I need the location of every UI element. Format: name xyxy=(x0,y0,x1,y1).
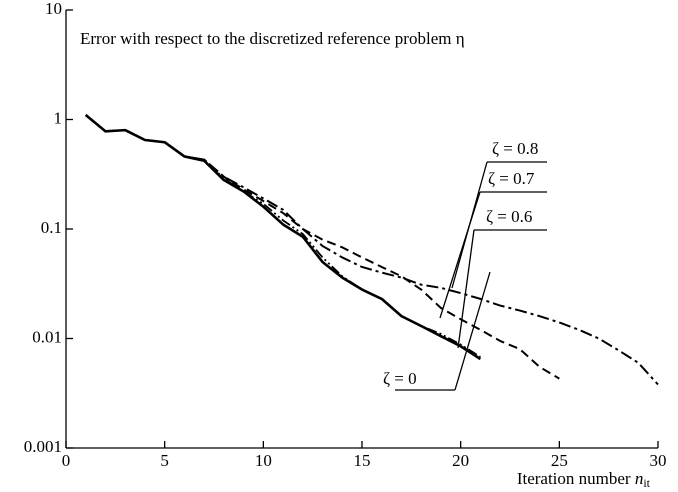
x-label-sub: it xyxy=(643,476,650,490)
x-label-var: n xyxy=(635,469,644,488)
y-tick-label: 0.1 xyxy=(41,218,62,237)
label-leader xyxy=(454,271,491,391)
series-line xyxy=(85,114,481,358)
y-tick-label: 10 xyxy=(45,0,62,18)
x-tick-label: 0 xyxy=(62,451,71,470)
x-tick-label: 10 xyxy=(255,451,272,470)
y-tick-label: 0.001 xyxy=(24,437,62,456)
series-label: ζ = 0.7 xyxy=(488,169,535,188)
y-tick-label: 0.01 xyxy=(32,327,62,346)
series-line xyxy=(85,114,659,386)
annotation: Error with respect to the discretized re… xyxy=(80,29,465,48)
series-label: ζ = 0.6 xyxy=(486,207,532,226)
label-leader xyxy=(457,229,475,349)
x-tick-label: 5 xyxy=(160,451,169,470)
series-line xyxy=(84,113,482,361)
x-tick-label: 15 xyxy=(354,451,371,470)
x-tick-label: 30 xyxy=(650,451,667,470)
series-label: ζ = 0.8 xyxy=(492,139,538,158)
x-label-text: Iteration number xyxy=(517,469,631,488)
x-tick-label: 25 xyxy=(551,451,568,470)
label-leader xyxy=(451,161,488,289)
x-tick-label: 20 xyxy=(452,451,469,470)
x-axis-label: Iteration number nit xyxy=(517,469,651,490)
y-tick-label: 1 xyxy=(54,108,63,127)
series-label: ζ = 0 xyxy=(383,369,417,388)
